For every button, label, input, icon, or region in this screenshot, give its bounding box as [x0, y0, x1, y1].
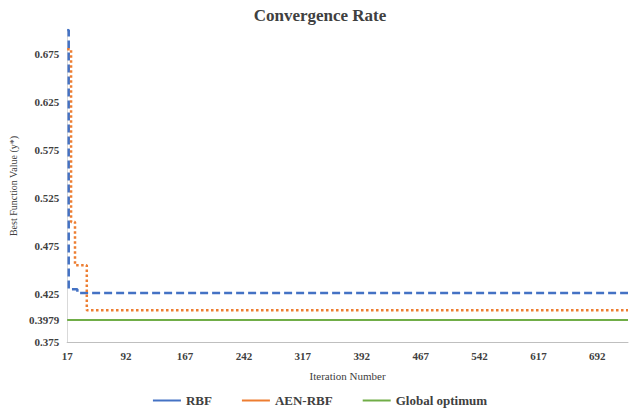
svg-text:AEN-RBF: AEN-RBF — [275, 393, 333, 408]
svg-text:Iteration Number: Iteration Number — [310, 370, 386, 382]
svg-text:617: 617 — [530, 350, 547, 362]
svg-text:0.575: 0.575 — [34, 144, 59, 156]
svg-text:317: 317 — [295, 350, 312, 362]
svg-text:Global optimum: Global optimum — [396, 393, 488, 408]
svg-text:167: 167 — [177, 350, 194, 362]
svg-text:0.375: 0.375 — [34, 336, 59, 348]
svg-text:0.425: 0.425 — [34, 288, 59, 300]
svg-text:542: 542 — [471, 350, 488, 362]
svg-text:17: 17 — [62, 350, 74, 362]
svg-text:467: 467 — [412, 350, 429, 362]
svg-text:692: 692 — [589, 350, 606, 362]
svg-text:0.3979: 0.3979 — [29, 314, 60, 326]
svg-text:0.475: 0.475 — [34, 240, 59, 252]
svg-text:392: 392 — [353, 350, 370, 362]
svg-text:Convergence Rate: Convergence Rate — [254, 6, 387, 25]
svg-text:0.625: 0.625 — [34, 96, 59, 108]
svg-text:0.675: 0.675 — [34, 48, 59, 60]
svg-text:RBF: RBF — [186, 393, 212, 408]
svg-text:242: 242 — [236, 350, 253, 362]
svg-text:0.525: 0.525 — [34, 192, 59, 204]
svg-text:Best Function Value (y*): Best Function Value (y*) — [8, 136, 20, 236]
svg-text:92: 92 — [121, 350, 133, 362]
